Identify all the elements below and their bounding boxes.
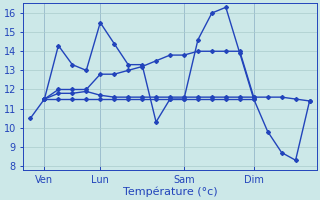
X-axis label: Température (°c): Température (°c) bbox=[123, 186, 217, 197]
